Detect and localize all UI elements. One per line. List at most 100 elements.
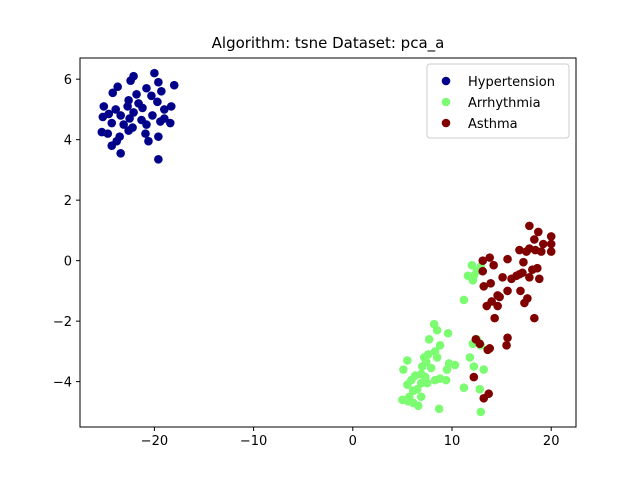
data-point (483, 345, 493, 355)
series-arrhythmia (398, 260, 489, 417)
data-point (520, 298, 529, 308)
data-point (129, 108, 138, 117)
data-point (142, 120, 151, 129)
legend-marker (441, 97, 451, 107)
data-point (424, 334, 434, 344)
data-point (489, 260, 498, 270)
x-tick-label: 10 (444, 434, 461, 449)
data-point (475, 384, 485, 394)
data-point (108, 88, 118, 98)
data-point (434, 404, 444, 414)
data-point (519, 257, 528, 267)
data-point (503, 286, 512, 296)
x-tick-label: −10 (240, 434, 267, 449)
data-point (142, 83, 151, 93)
data-point (503, 254, 512, 264)
data-point (123, 102, 132, 111)
data-point (546, 247, 556, 256)
data-point (534, 227, 543, 237)
data-point (476, 407, 486, 417)
chart-title: Algorithm: tsne Dataset: pca_a (212, 34, 445, 53)
data-point (459, 295, 469, 305)
data-point (450, 360, 460, 370)
data-point (169, 80, 179, 90)
data-point (525, 272, 534, 282)
data-point (116, 148, 125, 158)
data-point (538, 239, 548, 249)
data-point (478, 256, 488, 265)
data-point (148, 111, 157, 120)
data-point (467, 260, 477, 270)
data-point (147, 91, 156, 101)
data-point (99, 102, 109, 111)
y-tick-label: −4 (53, 376, 72, 391)
data-point (530, 313, 539, 323)
legend-marker (441, 76, 451, 86)
legend-marker (441, 118, 451, 128)
data-point (534, 274, 544, 284)
data-point (141, 129, 150, 138)
data-points (97, 68, 556, 417)
data-point (160, 105, 169, 114)
data-point (528, 265, 537, 275)
data-point (441, 375, 451, 385)
data-point (126, 76, 135, 85)
y-tick-label: 2 (64, 194, 72, 209)
data-point (435, 341, 445, 350)
data-point (522, 247, 531, 256)
data-point (493, 301, 502, 311)
data-point (107, 118, 117, 128)
y-tick-label: 6 (64, 73, 72, 88)
data-point (413, 401, 423, 411)
series-hypertension (97, 68, 179, 164)
legend-label: Arrhythmia (468, 96, 541, 111)
data-point (442, 365, 452, 374)
legend: Hypertension Arrhythmia Asthma (426, 63, 570, 139)
y-tick-label: 0 (64, 255, 72, 270)
data-point (399, 365, 408, 374)
data-point (422, 378, 432, 388)
x-tick-label: 20 (543, 434, 560, 449)
data-point (465, 353, 475, 362)
data-point (495, 292, 504, 302)
data-point (468, 276, 478, 285)
data-point (132, 89, 141, 99)
data-point (479, 282, 489, 291)
data-point (153, 97, 162, 107)
data-point (430, 375, 440, 385)
data-point (469, 372, 479, 382)
data-point (144, 136, 153, 146)
data-point (157, 86, 166, 96)
data-point (416, 378, 426, 388)
data-point (138, 103, 147, 113)
y-tick-label: −2 (53, 315, 72, 330)
data-point (409, 386, 418, 396)
data-point (403, 356, 412, 365)
data-point (125, 114, 134, 123)
data-point (111, 105, 121, 114)
data-point (482, 301, 492, 311)
data-point (103, 129, 113, 138)
data-point (403, 380, 412, 389)
data-point (165, 118, 175, 128)
data-point (154, 77, 163, 87)
data-point (536, 247, 546, 256)
data-point (507, 274, 516, 284)
y-tick-label: 4 (64, 134, 72, 149)
data-point (150, 68, 159, 78)
data-point (154, 155, 163, 164)
data-point (479, 365, 489, 374)
data-point (98, 112, 108, 122)
legend-label: Asthma (468, 117, 518, 132)
data-point (478, 266, 488, 276)
data-point (516, 286, 525, 296)
data-point (426, 363, 436, 373)
legend-box (426, 63, 570, 139)
data-point (475, 339, 485, 349)
data-point (525, 221, 534, 231)
legend-label: Hypertension (468, 75, 555, 90)
data-point (469, 362, 479, 371)
data-point (166, 102, 176, 111)
